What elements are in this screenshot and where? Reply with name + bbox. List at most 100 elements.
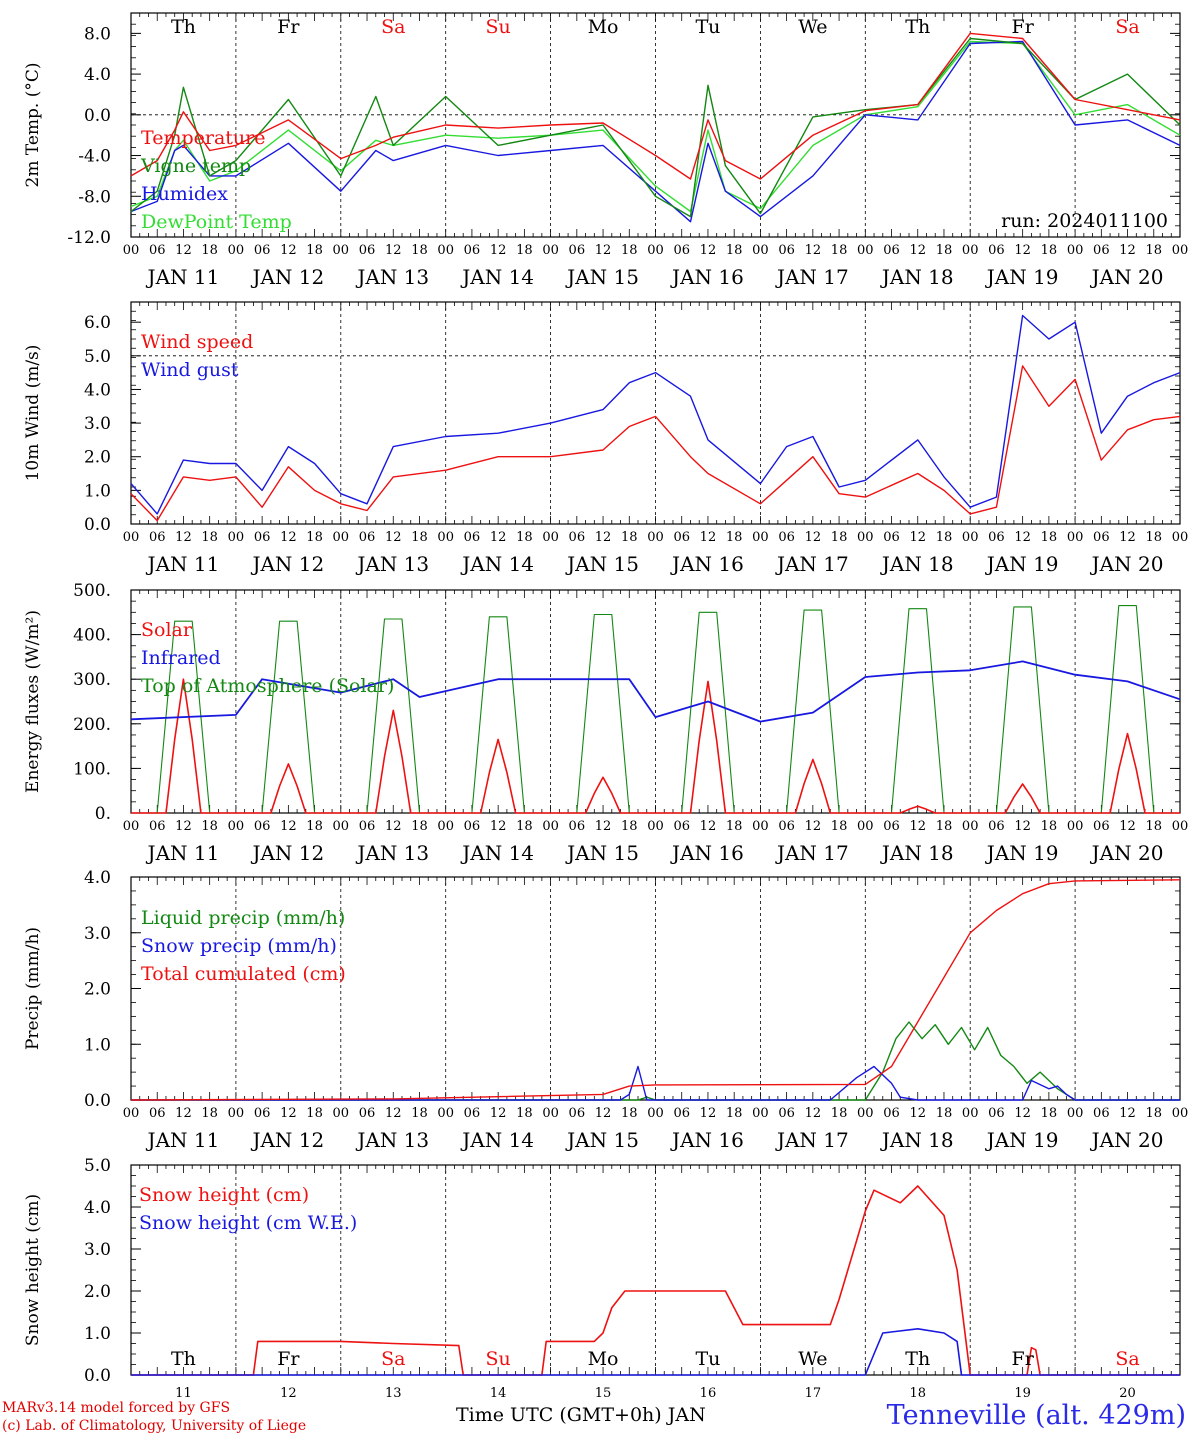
hour-tick-label: 18 (1146, 1106, 1163, 1121)
y-tick-label: 100. (73, 759, 111, 779)
hour-tick-label: 12 (490, 530, 507, 545)
hour-tick-label: 12 (1119, 530, 1136, 545)
day-number-label: 14 (490, 1386, 507, 1401)
hour-tick-label: 00 (647, 1106, 664, 1121)
hour-tick-label: 00 (857, 530, 874, 545)
panel-frame (130, 589, 1181, 814)
hour-tick-label: 00 (1172, 243, 1189, 258)
hour-tick-label: 18 (726, 1106, 743, 1121)
hour-tick-label: 06 (359, 1106, 376, 1121)
series-line-snow-height-cm-w-e- (131, 1328, 1180, 1376)
hour-tick-label: 18 (831, 1106, 848, 1121)
hour-tick-label: 06 (988, 819, 1005, 834)
y-tick-label: -4.0 (78, 147, 111, 167)
hour-tick-label: 00 (333, 1106, 350, 1121)
hour-tick-label: 00 (228, 530, 245, 545)
hour-tick-label: 00 (542, 243, 559, 258)
hour-tick-label: 18 (1041, 819, 1058, 834)
hour-tick-label: 00 (1067, 530, 1084, 545)
y-tick-label: 3.0 (84, 414, 111, 434)
hour-tick-label: 18 (831, 530, 848, 545)
series-line-vigne-temp (130, 37, 1181, 218)
time-axis-label: Time UTC (GMT+0h) JAN (456, 1404, 706, 1426)
hour-tick-label: 00 (1172, 819, 1189, 834)
day-number-label: 12 (280, 1386, 297, 1401)
hour-tick-label: 12 (700, 819, 717, 834)
day-label: Fr (1012, 16, 1035, 38)
hour-tick-label: 12 (280, 530, 297, 545)
hour-tick-label: 06 (149, 243, 166, 258)
day-label: Su (486, 16, 511, 38)
hour-tick-label: 12 (175, 530, 192, 545)
run-annotation: run: 2024011100 (1001, 210, 1168, 232)
day-label: We (798, 1348, 827, 1370)
y-tick-label: 0.0 (84, 1366, 111, 1386)
legend-entry: Liquid precip (mm/h) (141, 907, 345, 929)
hour-tick-label: 18 (201, 819, 218, 834)
date-label: JAN 18 (880, 841, 954, 865)
y-tick-label: 300. (73, 670, 111, 690)
hour-tick-label: 18 (411, 243, 428, 258)
hour-tick-label: 06 (1093, 1106, 1110, 1121)
hour-tick-label: 12 (490, 1106, 507, 1121)
hour-tick-label: 00 (542, 530, 559, 545)
date-label: JAN 15 (565, 552, 639, 576)
hour-tick-label: 12 (385, 819, 402, 834)
hour-tick-label: 18 (516, 530, 533, 545)
date-label: JAN 11 (146, 1128, 220, 1152)
hour-tick-label: 12 (909, 819, 926, 834)
date-label: JAN 18 (880, 1128, 954, 1152)
hour-tick-label: 06 (778, 1106, 795, 1121)
hour-tick-label: 06 (254, 530, 271, 545)
hour-tick-label: 18 (936, 530, 953, 545)
y-tick-label: 3.0 (84, 924, 111, 944)
hour-tick-label: 18 (516, 819, 533, 834)
hour-tick-label: 06 (883, 819, 900, 834)
hour-tick-label: 00 (123, 243, 140, 258)
day-number-label: 16 (700, 1386, 717, 1401)
hour-tick-label: 00 (962, 1106, 979, 1121)
date-label: JAN 17 (775, 841, 849, 865)
hour-tick-label: 18 (201, 530, 218, 545)
hour-tick-label: 06 (1093, 530, 1110, 545)
hour-tick-label: 00 (857, 243, 874, 258)
date-label: JAN 16 (670, 552, 744, 576)
hour-tick-label: 00 (857, 819, 874, 834)
hour-tick-label: 12 (280, 1106, 297, 1121)
y-tick-label: 4.0 (84, 1198, 111, 1218)
hour-tick-label: 12 (805, 1106, 822, 1121)
hour-tick-label: 12 (1119, 819, 1136, 834)
hour-tick-label: 00 (123, 819, 140, 834)
y-tick-label: 5.0 (84, 347, 111, 367)
date-label: JAN 18 (880, 265, 954, 289)
date-label: JAN 15 (565, 265, 639, 289)
hour-tick-label: 12 (595, 819, 612, 834)
day-label: Fr (277, 1348, 300, 1370)
y-tick-label: -8.0 (78, 187, 111, 207)
hour-tick-label: 00 (437, 243, 454, 258)
date-label: JAN 16 (670, 265, 744, 289)
legend-entry: Temperature (141, 127, 265, 149)
hour-tick-label: 12 (595, 243, 612, 258)
date-label: JAN 11 (146, 265, 220, 289)
day-label: Sa (1115, 16, 1139, 38)
y-tick-label: 2.0 (84, 1282, 111, 1302)
date-label: JAN 19 (985, 265, 1059, 289)
hour-tick-label: 18 (936, 819, 953, 834)
hour-tick-label: 06 (569, 243, 586, 258)
date-label: JAN 15 (565, 841, 639, 865)
date-label: JAN 16 (670, 1128, 744, 1152)
hour-tick-label: 06 (778, 819, 795, 834)
lab-credit: (c) Lab. of Climatology, University of L… (2, 1418, 307, 1434)
hour-tick-label: 00 (647, 819, 664, 834)
day-label: Su (486, 1348, 511, 1370)
y-tick-label: 1.0 (84, 1324, 111, 1344)
legend-entry: Wind speed (141, 331, 253, 353)
hour-tick-label: 00 (228, 243, 245, 258)
hour-tick-label: 18 (621, 530, 638, 545)
hour-tick-label: 00 (647, 530, 664, 545)
hour-tick-label: 18 (201, 1106, 218, 1121)
date-label: JAN 14 (460, 1128, 534, 1152)
date-label: JAN 13 (355, 265, 429, 289)
y-tick-label: 4.0 (84, 380, 111, 400)
